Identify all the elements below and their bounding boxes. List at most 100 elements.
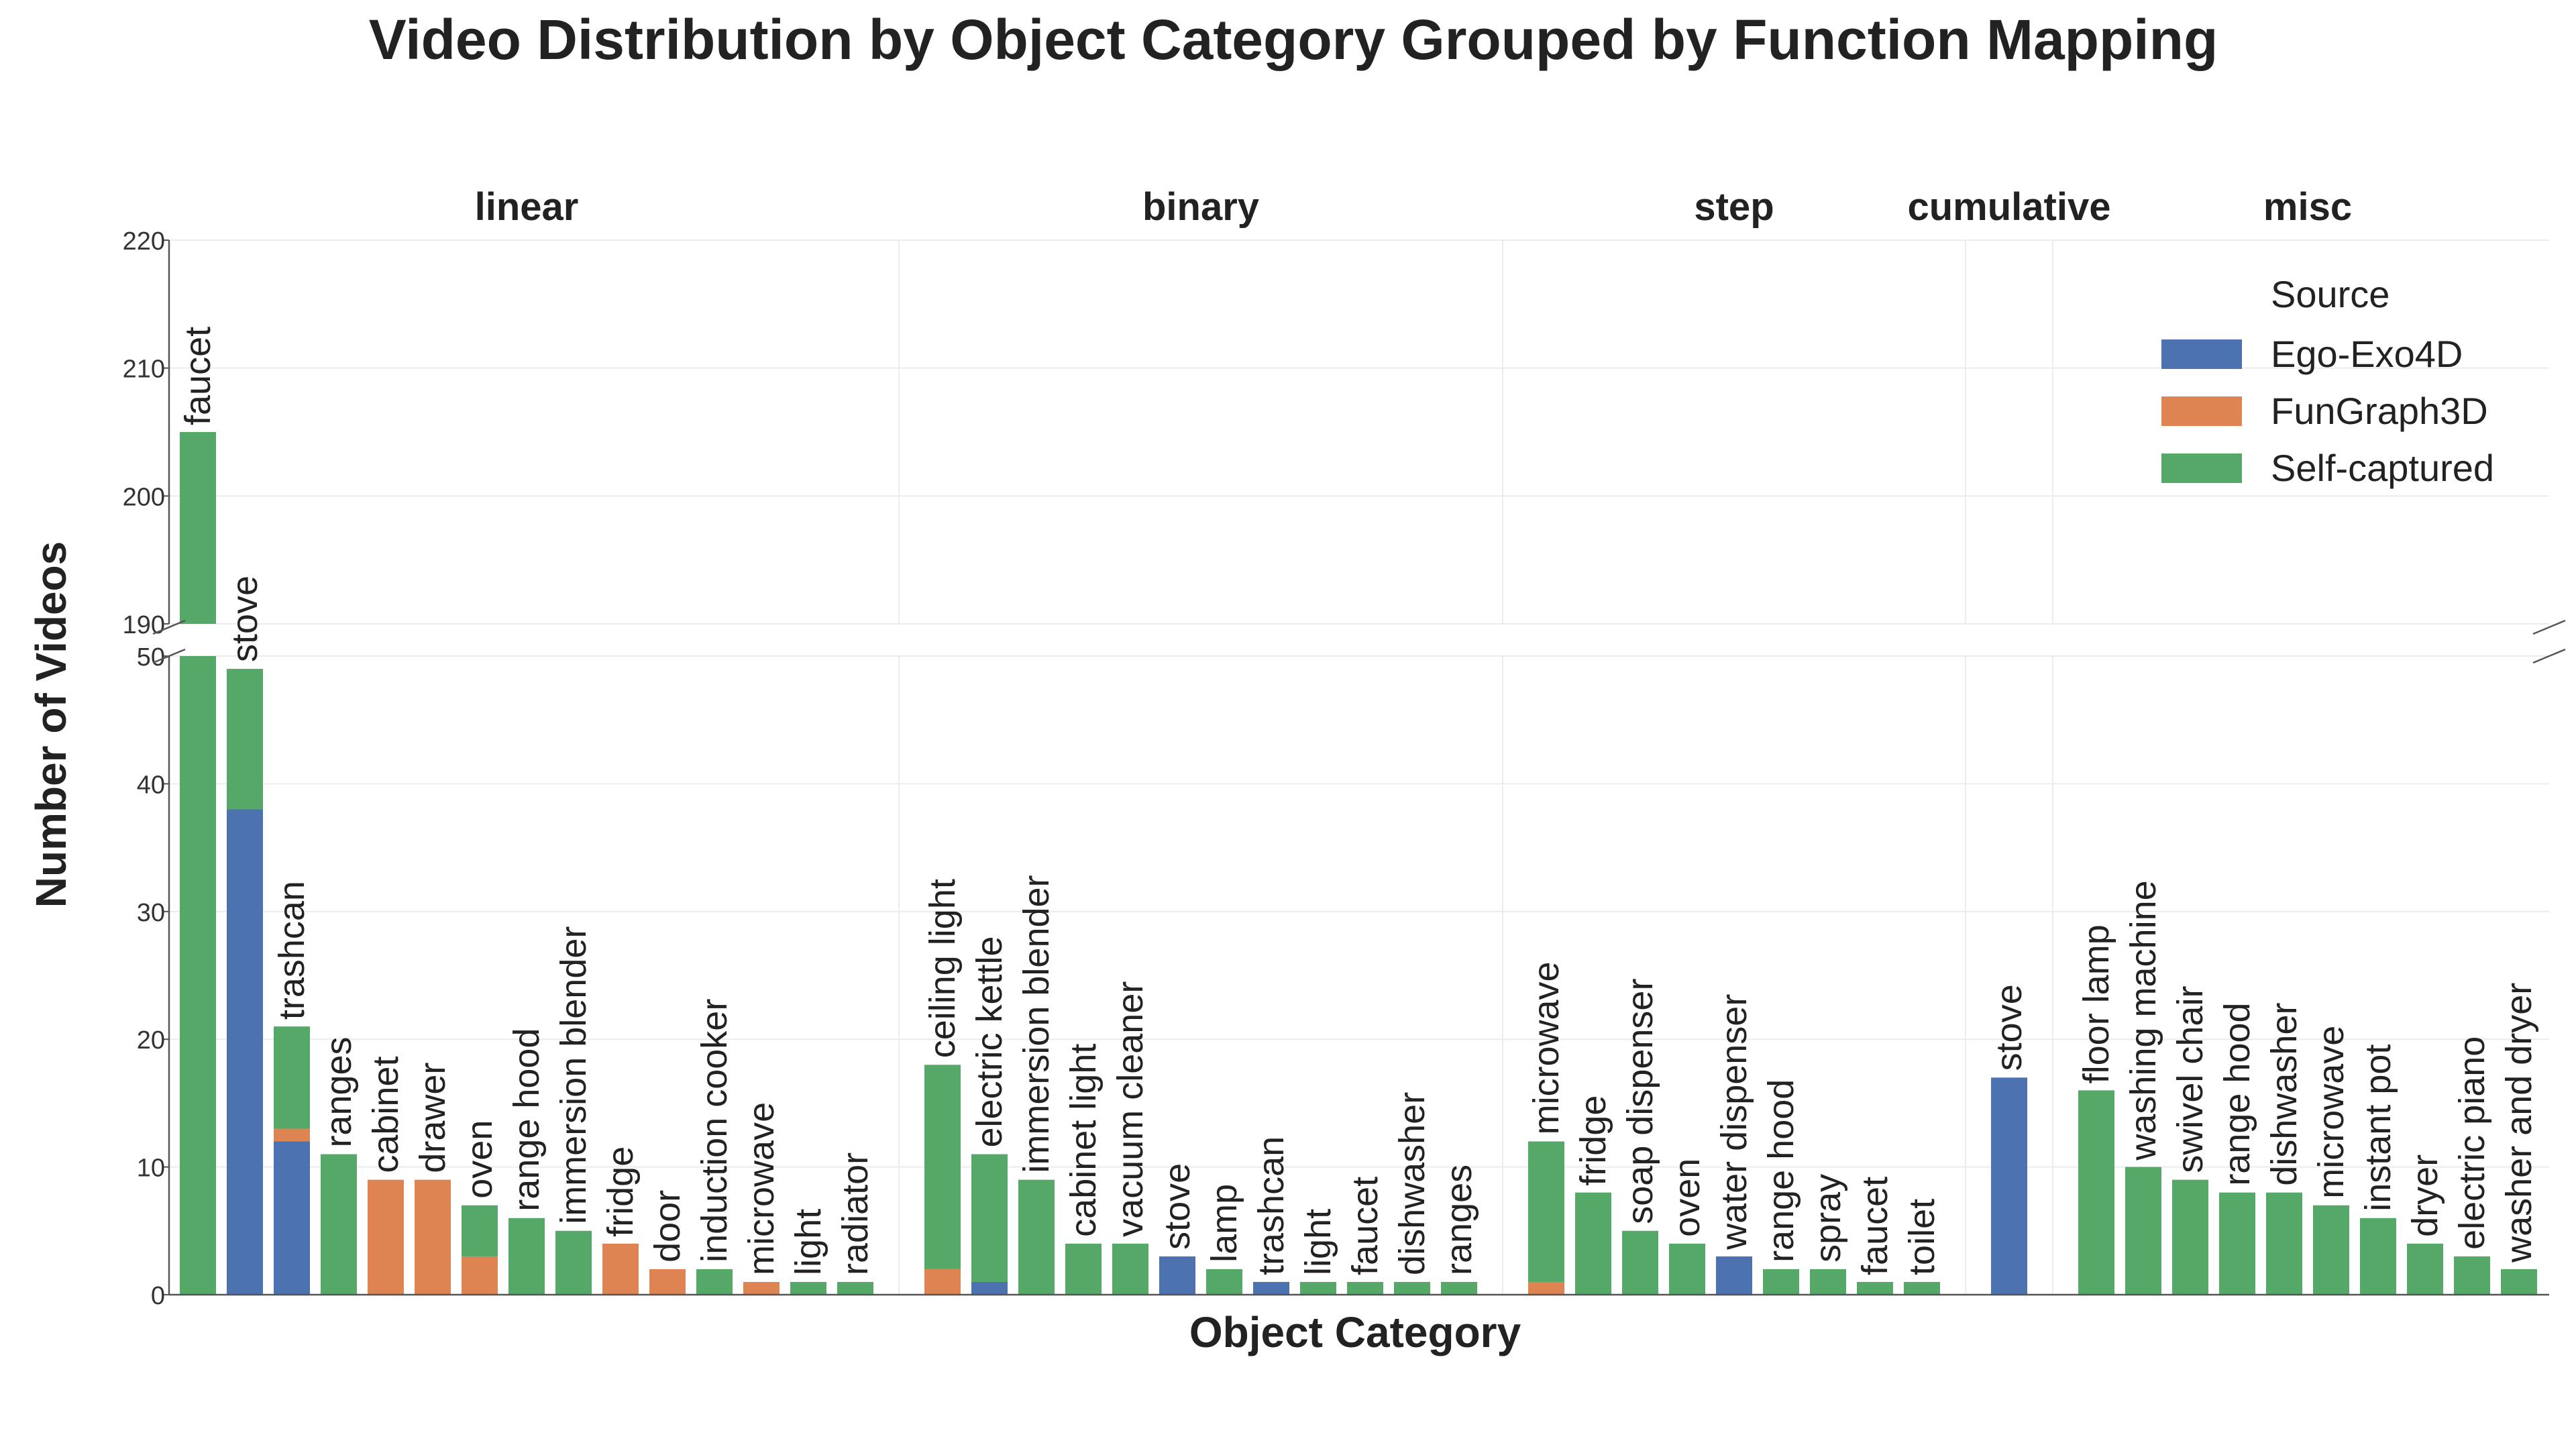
category-label: faucet xyxy=(1855,1177,1895,1275)
legend-swatch xyxy=(2161,396,2242,426)
bar-segment xyxy=(1159,1256,1195,1295)
axis-break-mark xyxy=(152,648,186,664)
y-tick-label: 10 xyxy=(137,1155,165,1183)
legend-label: Self-captured xyxy=(2271,447,2494,489)
bar-segment xyxy=(1528,1141,1564,1282)
legend: Source Ego-Exo4D FunGraph3D Self-captured xyxy=(2161,273,2494,489)
category-label: instant pot xyxy=(2358,1044,2398,1212)
bar-segment xyxy=(2501,1269,2537,1295)
category-label: immersion blender xyxy=(1016,875,1057,1173)
bar-segment xyxy=(1300,1281,1336,1295)
legend-label: FunGraph3D xyxy=(2271,390,2488,432)
bar-segment xyxy=(1018,1179,1055,1295)
bar-segment xyxy=(1441,1281,1477,1295)
category-label: trashcan xyxy=(1251,1136,1291,1275)
bar-segment xyxy=(1810,1269,1846,1295)
bar-segment xyxy=(1253,1281,1289,1295)
category-label: stove xyxy=(225,576,265,662)
axes: 0 10 20 30 40 50 190 200 210 220 xyxy=(123,227,2566,1310)
category-label: radiator xyxy=(835,1152,875,1275)
category-label: washer and dryer xyxy=(2499,983,2539,1263)
category-label: soap dispenser xyxy=(1620,979,1660,1224)
category-label: ceiling light xyxy=(922,879,963,1058)
bar-segment xyxy=(227,669,263,810)
group-label-cumulative: cumulative xyxy=(1908,185,2111,229)
bar-segment xyxy=(321,1154,357,1295)
bar-segment xyxy=(971,1154,1008,1282)
bar-segment xyxy=(837,1281,873,1295)
category-label: light xyxy=(1298,1209,1338,1275)
category-label: oven xyxy=(1667,1159,1707,1237)
axis-break-mark xyxy=(2532,648,2566,664)
bar-segment xyxy=(274,1128,310,1142)
category-label: cabinet xyxy=(366,1056,406,1173)
group-label-misc: misc xyxy=(2263,185,2352,229)
category-label: vacuum cleaner xyxy=(1110,981,1150,1237)
bar-segment xyxy=(602,1243,639,1295)
category-label: lamp xyxy=(1204,1184,1244,1263)
bar-segment xyxy=(2313,1205,2349,1295)
category-label: fridge xyxy=(600,1146,641,1237)
category-label: floor lamp xyxy=(2076,924,2116,1083)
bar-segment xyxy=(1763,1269,1799,1295)
category-label: ranges xyxy=(1439,1165,1479,1275)
category-label: trashcan xyxy=(272,881,312,1020)
bar-segment xyxy=(2078,1090,2114,1295)
bar-segment xyxy=(1206,1269,1242,1295)
bar-segment xyxy=(2266,1192,2302,1295)
category-label: range hood xyxy=(506,1028,547,1212)
category-label: faucet xyxy=(178,327,218,425)
bar-segment xyxy=(555,1230,592,1295)
y-tick-label: 220 xyxy=(123,227,165,256)
bar-segment xyxy=(508,1218,545,1295)
bar-segment xyxy=(971,1281,1008,1295)
y-tick-label: 40 xyxy=(137,771,165,799)
category-label: ranges xyxy=(319,1036,359,1147)
category-label: electric piano xyxy=(2452,1036,2492,1250)
bar-segment xyxy=(2172,1179,2208,1295)
bar-segment xyxy=(1575,1192,1611,1295)
category-label: fridge xyxy=(1573,1095,1613,1186)
bar-segment xyxy=(2360,1218,2396,1295)
bar-segment xyxy=(924,1269,961,1295)
category-label: oven xyxy=(460,1120,500,1199)
category-label: range hood xyxy=(1761,1079,1801,1263)
y-axis-title: Number of Videos xyxy=(27,541,75,908)
bar-segment xyxy=(1991,1077,2027,1295)
bar-segment xyxy=(1904,1281,1940,1295)
bar-segment xyxy=(1347,1281,1383,1295)
bar-segment xyxy=(743,1281,780,1295)
bar-segment xyxy=(180,432,216,624)
category-label: dryer xyxy=(2405,1155,2445,1237)
category-label: immersion blender xyxy=(553,926,594,1224)
bar-segment xyxy=(1112,1243,1148,1295)
bar-segment xyxy=(1622,1230,1658,1295)
bar-segment xyxy=(1857,1281,1893,1295)
bar-segment xyxy=(649,1269,686,1295)
group-label-binary: binary xyxy=(1142,185,1259,229)
category-label: dishwasher xyxy=(2264,1003,2304,1186)
legend-swatch xyxy=(2161,339,2242,369)
bar-segment xyxy=(696,1269,733,1295)
bar-segment xyxy=(462,1205,498,1256)
axis-break-mark xyxy=(152,619,186,635)
bar-segment xyxy=(368,1179,404,1295)
bar-segment xyxy=(1716,1256,1752,1295)
group-label-step: step xyxy=(1694,185,1774,229)
legend-swatch xyxy=(2161,453,2242,483)
gridlines xyxy=(169,239,2549,1295)
axis-break-mark xyxy=(2532,619,2566,635)
bars xyxy=(180,432,2537,1295)
bar-segment xyxy=(415,1179,451,1295)
bar-segment xyxy=(180,656,216,1295)
category-label: washing machine xyxy=(2123,880,2163,1161)
bar-segment xyxy=(1669,1243,1705,1295)
y-tick-label: 50 xyxy=(137,643,165,672)
bar-segment xyxy=(1065,1243,1102,1295)
category-label: spray xyxy=(1808,1174,1848,1263)
bar-segment xyxy=(274,1026,310,1129)
category-label: drawer xyxy=(413,1063,453,1173)
category-label: light xyxy=(788,1209,828,1275)
